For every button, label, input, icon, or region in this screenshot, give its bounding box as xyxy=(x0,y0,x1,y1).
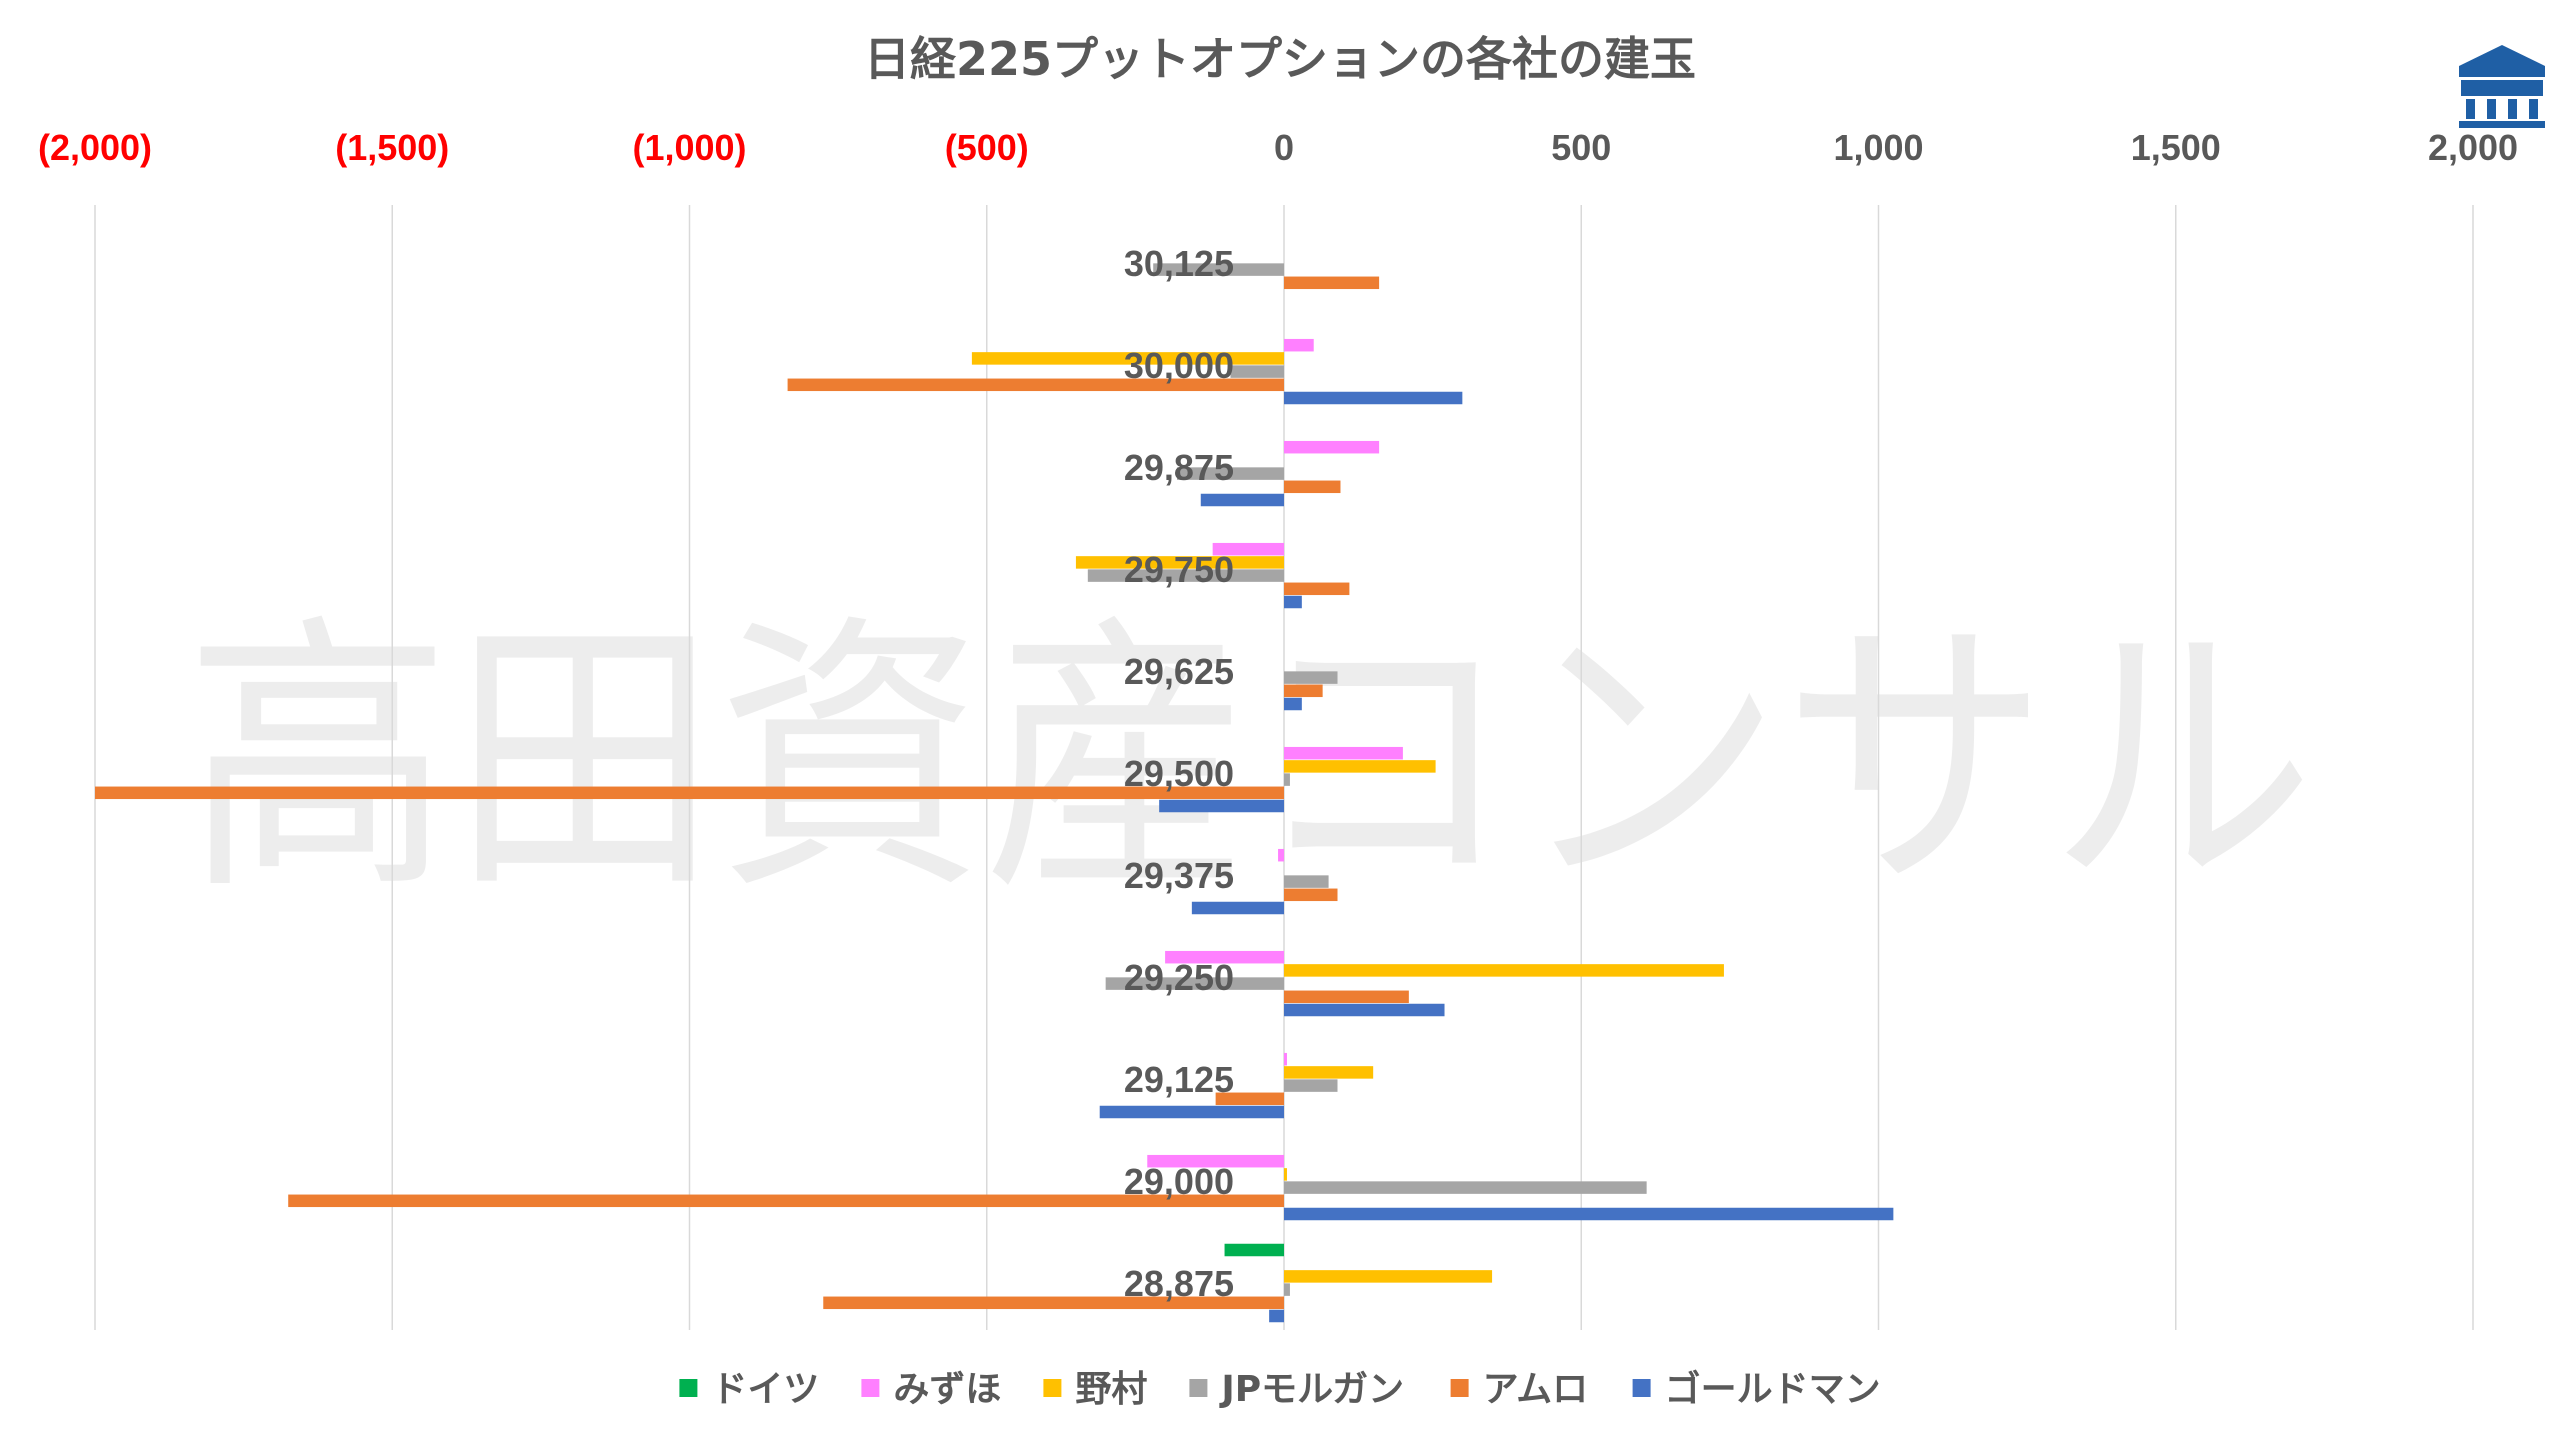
x-tick-label: (1,500) xyxy=(335,127,449,168)
bar xyxy=(95,786,1284,800)
bar xyxy=(1284,875,1329,888)
bar xyxy=(1284,276,1380,290)
category-label: 28,875 xyxy=(1124,1263,1234,1304)
bar xyxy=(1284,480,1341,494)
x-tick-label: 1,500 xyxy=(2131,127,2221,168)
category-label: 29,500 xyxy=(1124,753,1234,794)
bar xyxy=(1191,901,1284,915)
x-tick-label: 2,000 xyxy=(2428,127,2518,168)
bar xyxy=(1284,440,1380,454)
bar xyxy=(1284,582,1350,596)
legend-swatch xyxy=(1189,1379,1208,1397)
category-label: 29,000 xyxy=(1124,1161,1234,1202)
bar xyxy=(971,352,1284,365)
x-tick-label: (500) xyxy=(945,127,1029,168)
bar xyxy=(1212,542,1284,556)
legend-label: JPモルガン xyxy=(1218,1369,1404,1410)
legend-swatch xyxy=(1450,1379,1469,1397)
bar xyxy=(1176,467,1284,480)
x-tick-label: (1,000) xyxy=(632,127,746,168)
bar xyxy=(1284,964,1724,977)
chart-title: 日経225プットオプションの各社の建玉 xyxy=(864,32,1696,86)
bar xyxy=(1284,1168,1287,1181)
category-label: 29,875 xyxy=(1124,447,1234,488)
bar xyxy=(1284,1052,1287,1066)
bar xyxy=(1105,977,1284,990)
x-tick-label: 1,000 xyxy=(1833,127,1923,168)
category-label: 29,625 xyxy=(1124,651,1234,692)
bar xyxy=(1284,1207,1894,1221)
bar xyxy=(1159,799,1284,813)
legend-swatch xyxy=(861,1379,880,1397)
bar xyxy=(1230,365,1284,378)
bar xyxy=(787,378,1284,392)
bar xyxy=(1200,493,1284,507)
bar xyxy=(1284,990,1409,1004)
category-label: 29,750 xyxy=(1124,549,1234,590)
bar xyxy=(1284,338,1314,352)
bar xyxy=(1284,684,1323,698)
bar xyxy=(1284,1181,1647,1194)
x-tick-label: (2,000) xyxy=(38,127,152,168)
bar xyxy=(1075,556,1284,569)
legend-label: アムロ xyxy=(1483,1369,1588,1410)
bar xyxy=(1284,746,1403,760)
bar xyxy=(1284,1079,1338,1092)
legend-label: みずほ xyxy=(893,1369,1001,1410)
x-tick-label: 500 xyxy=(1551,127,1611,168)
bar xyxy=(1099,1105,1284,1119)
bar xyxy=(1284,760,1436,773)
watermark: 高田資産コンサル xyxy=(185,592,2315,929)
legend-swatch xyxy=(1632,1379,1651,1397)
category-label: 29,125 xyxy=(1124,1059,1234,1100)
bar xyxy=(1215,1092,1284,1106)
category-label: 30,125 xyxy=(1124,243,1234,284)
bar xyxy=(1284,1283,1290,1296)
category-label: 29,375 xyxy=(1124,855,1234,896)
category-label: 30,000 xyxy=(1124,345,1234,386)
bar xyxy=(1153,263,1284,276)
bar xyxy=(1224,1243,1284,1257)
legend: ドイツ みずほ 野村 JPモルガン アムロ ゴールドマン xyxy=(679,1368,1881,1410)
bar xyxy=(1284,888,1338,902)
bar xyxy=(1269,1309,1284,1323)
bar xyxy=(1284,697,1302,711)
bars xyxy=(95,263,1894,1323)
bar xyxy=(1278,848,1284,862)
bar xyxy=(1147,1154,1284,1168)
bar xyxy=(1284,391,1463,405)
legend-label: ゴールドマン xyxy=(1665,1368,1881,1410)
bar xyxy=(288,1194,1284,1208)
legend-swatch xyxy=(679,1379,698,1397)
bar xyxy=(1284,1270,1493,1283)
bar xyxy=(1165,950,1284,964)
x-axis-ticks: (2,000) (1,500) (1,000) (500) 0 500 1,000 1,500… xyxy=(38,127,2518,168)
bar xyxy=(1284,1066,1374,1079)
bar xyxy=(1284,671,1338,684)
legend-label: 野村 xyxy=(1075,1369,1147,1410)
bar xyxy=(1284,773,1290,786)
category-label: 29,250 xyxy=(1124,957,1234,998)
bar xyxy=(1087,569,1284,582)
building-logo-icon xyxy=(2459,45,2545,128)
x-tick-label: 0 xyxy=(1274,127,1294,168)
legend-label: ドイツ xyxy=(711,1369,819,1410)
bar xyxy=(1284,1003,1445,1017)
legend-swatch xyxy=(1043,1379,1062,1397)
bar xyxy=(1284,595,1302,609)
bar xyxy=(823,1296,1284,1310)
category-labels: 30,125 30,000 29,875 29,750 29,625 29,500 29,3… xyxy=(1124,243,1234,1304)
